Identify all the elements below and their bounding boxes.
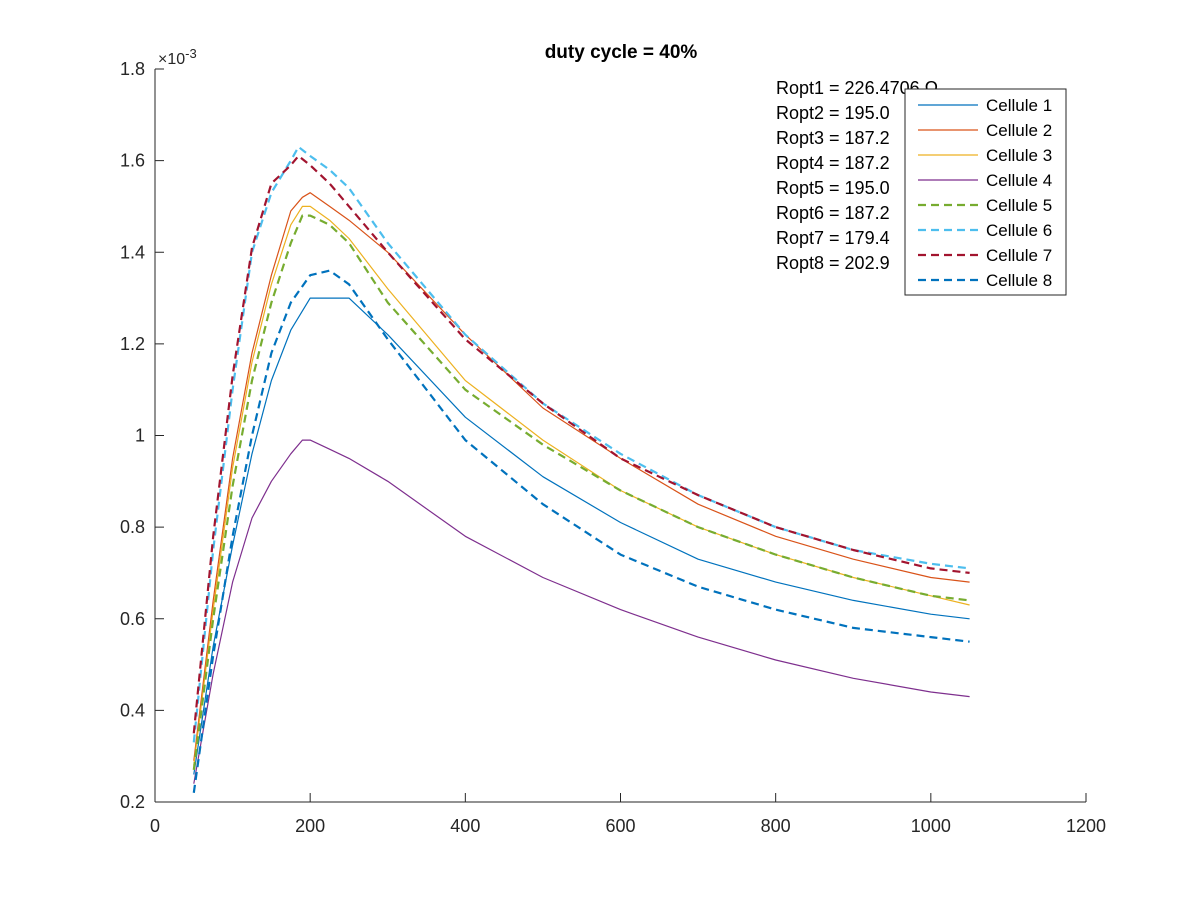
ropt-annotation: Ropt2 = 195.0 [776, 103, 890, 123]
x-tick-label: 1000 [911, 816, 951, 836]
ropt-annotation: Ropt4 = 187.2 [776, 153, 890, 173]
chart-title: duty cycle = 40% [545, 42, 698, 63]
ropt-annotation: Ropt5 = 195.0 [776, 178, 890, 198]
y-tick-label: 1 [135, 426, 145, 446]
y-tick-label: 1.8 [120, 59, 145, 79]
legend-label: Cellule 7 [986, 246, 1052, 265]
x-tick-label: 0 [150, 816, 160, 836]
y-tick-label: 0.6 [120, 609, 145, 629]
y-exponent-base: ×10 [158, 51, 185, 68]
x-tick-label: 800 [761, 816, 791, 836]
ropt-annotation: Ropt1 = 226.4706 Ω [776, 78, 938, 98]
legend-label: Cellule 3 [986, 146, 1052, 165]
ropt-annotations: Ropt1 = 226.4706 Ω Ropt2 = 195.0 Ropt3 = 1… [776, 78, 938, 273]
legend-label: Cellule 4 [986, 171, 1052, 190]
y-tick-label: 0.8 [120, 517, 145, 537]
legend-label: Cellule 6 [986, 221, 1052, 240]
x-tick-label: 600 [605, 816, 635, 836]
series-line-cellule-1 [193, 297, 970, 775]
y-tick-label: 1.6 [120, 151, 145, 171]
x-tick-label: 1200 [1066, 816, 1106, 836]
ropt-annotation: Ropt7 = 179.4 [776, 228, 890, 248]
y-tick-label: 0.4 [120, 700, 145, 720]
legend-label: Cellule 2 [986, 121, 1052, 140]
legend: Cellule 1 Cellule 2 Cellule 3 Cellule 4 Cell… [904, 88, 1067, 296]
ropt-annotation: Ropt3 = 187.2 [776, 128, 890, 148]
ropt-annotation: Ropt8 = 202.9 [776, 253, 890, 273]
legend-items: Cellule 1 Cellule 2 Cellule 3 Cellule 4 Cell… [918, 96, 1052, 290]
y-tick-label: 1.2 [120, 334, 145, 354]
x-ticks: 0 200 400 600 800 1000 1200 [150, 793, 1106, 836]
y-tick-label: 0.2 [120, 792, 145, 812]
svg-text:×10-3: ×10-3 [158, 46, 197, 68]
legend-label: Cellule 1 [986, 96, 1052, 115]
legend-box [904, 88, 1067, 296]
y-exponent-power: -3 [185, 46, 197, 61]
legend-label: Cellule 8 [986, 271, 1052, 290]
plot-lines [192, 145, 970, 793]
series-line-cellule-8 [192, 269, 970, 793]
series-line-cellule-7 [192, 154, 970, 734]
y-tick-label: 1.4 [120, 242, 145, 262]
series-line-cellule-2 [193, 192, 970, 761]
series-line-cellule-5 [192, 214, 970, 771]
x-tick-label: 200 [295, 816, 325, 836]
series-line-cellule-4 [193, 439, 970, 784]
x-tick-label: 400 [450, 816, 480, 836]
ropt-annotation: Ropt6 = 187.2 [776, 203, 890, 223]
legend-label: Cellule 5 [986, 196, 1052, 215]
y-exponent-label: ×10-3 [158, 46, 197, 68]
y-ticks: 0.2 0.4 0.6 0.8 1 1.2 1.4 1.6 1.8 [120, 59, 164, 812]
